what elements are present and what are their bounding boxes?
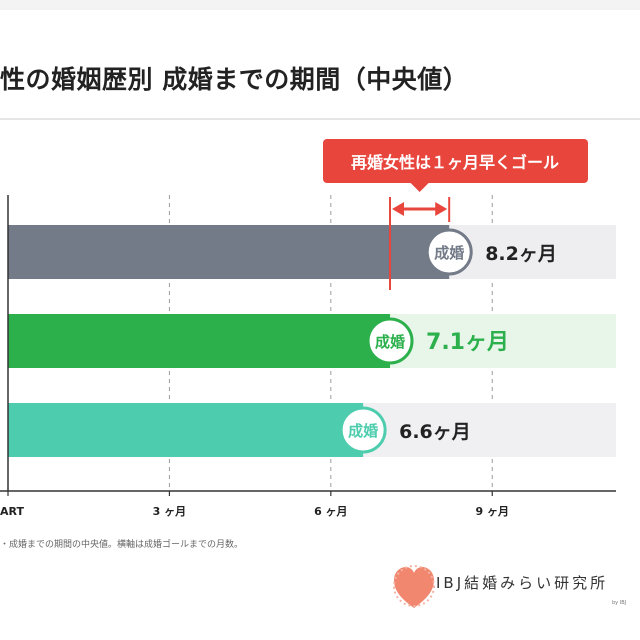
chart-title: 性の婚姻歴別 成婚までの期間（中央値） bbox=[0, 65, 469, 94]
bar-2 bbox=[8, 403, 364, 457]
bar-badge-label-2: 成婚 bbox=[348, 422, 378, 440]
title-divider bbox=[0, 118, 640, 120]
callout-text: 再婚女性は１ヶ月早くゴール bbox=[351, 153, 559, 172]
x-tick-label-1: 3 ヶ月 bbox=[153, 505, 186, 518]
callout-pointer bbox=[410, 183, 429, 192]
difference-arrow-head-left bbox=[392, 202, 405, 216]
bar-badge-circle-1 bbox=[366, 317, 414, 365]
bar-value-label-1: 7.1ヶ月 bbox=[426, 330, 509, 355]
bar-0 bbox=[8, 225, 450, 279]
x-tick-label-3: 9 ヶ月 bbox=[476, 505, 509, 518]
brand-by: by IBJ bbox=[612, 600, 627, 606]
brand-block: IBJ結婚みらい研究所 by IBJ bbox=[392, 560, 632, 620]
bar-badge-label-0: 成婚 bbox=[434, 244, 464, 262]
heart-logo-icon bbox=[393, 565, 435, 608]
bar-1 bbox=[8, 314, 391, 368]
bar-badge-label-1: 成婚 bbox=[375, 333, 405, 351]
bar-badge-circle-2 bbox=[339, 406, 387, 454]
callout-box bbox=[323, 139, 588, 183]
x-tick-label-2: 6 ヶ月 bbox=[314, 505, 347, 518]
bar-value-label-0: 8.2ヶ月 bbox=[485, 243, 557, 265]
bar-badge-circle-0 bbox=[425, 228, 473, 276]
difference-arrow-head-right bbox=[435, 202, 448, 216]
x-tick-label-0: ART bbox=[0, 505, 24, 518]
top-band bbox=[0, 0, 640, 10]
footnote: ・成婚までの期間の中央値。横軸は成婚ゴールまでの月数。 bbox=[0, 540, 244, 550]
brand-name: IBJ結婚みらい研究所 bbox=[436, 574, 609, 592]
bar-value-label-2: 6.6ヶ月 bbox=[399, 421, 471, 443]
